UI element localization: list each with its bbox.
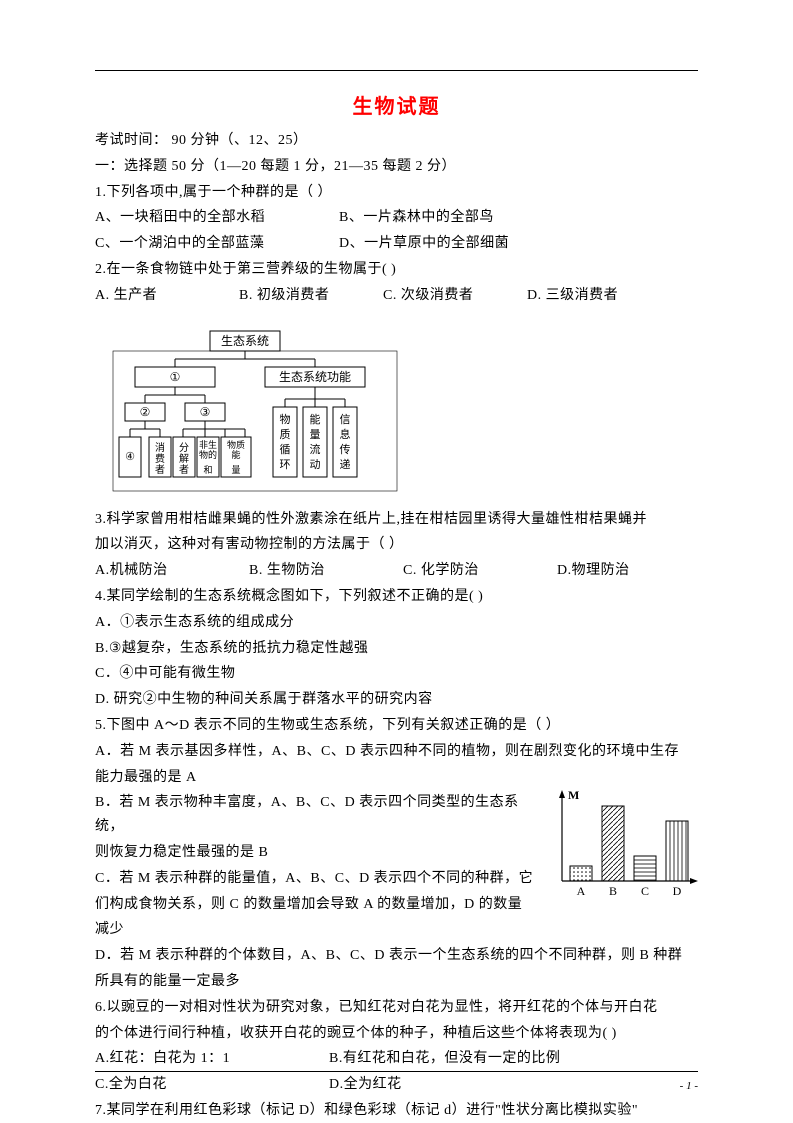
xlabel-D: D [673, 884, 682, 898]
svg-text:量: 量 [231, 465, 240, 475]
q2-optD: D. 三级消费者 [527, 288, 618, 303]
q1-optA: A、一块稻田中的全部水稻 [95, 206, 335, 230]
xlabel-C: C [641, 884, 649, 898]
q7-stem: 7.某同学在利用红色彩球（标记 D）和绿色彩球（标记 d）进行"性状分离比模拟实… [95, 1099, 698, 1123]
q3-optC: C. 化学防治 [403, 559, 553, 583]
q1-optB: B、一片森林中的全部鸟 [339, 210, 494, 225]
q3-optD: D.物理防治 [557, 563, 630, 578]
bar-chart-svg: M A B C D [548, 786, 698, 901]
q5-optD1: D．若 M 表示种群的个体数目，A、B、C、D 表示一个生态系统的四个不同种群，… [95, 944, 698, 968]
q2-opts: A. 生产者 B. 初级消费者 C. 次级消费者 D. 三级消费者 [95, 284, 698, 308]
svg-text:解: 解 [179, 452, 189, 465]
q1-row2: C、一个湖泊中的全部蓝藻 D、一片草原中的全部细菌 [95, 232, 698, 256]
q1-row1: A、一块稻田中的全部水稻 B、一片森林中的全部鸟 [95, 206, 698, 230]
q1-optD: D、一片草原中的全部细菌 [339, 236, 509, 251]
svg-text:量: 量 [310, 428, 321, 441]
svg-text:者: 者 [179, 464, 189, 476]
svg-text:质: 质 [280, 428, 291, 441]
svg-text:信: 信 [340, 413, 351, 426]
page-number: - 1 - [680, 1080, 698, 1092]
svg-text:递: 递 [340, 457, 351, 471]
q4-optA: A．①表示生态系统的组成成分 [95, 611, 698, 635]
q6-optA: A.红花：白花为 1：1 [95, 1047, 325, 1071]
q6-row2: C.全为白花 D.全为红花 [95, 1073, 698, 1097]
node-circle4: ④ [125, 451, 135, 463]
svg-text:物: 物 [280, 412, 291, 426]
node-circle1: ① [170, 370, 181, 384]
q3-opts: A.机械防治 B. 生物防治 C. 化学防治 D.物理防治 [95, 559, 698, 583]
svg-text:者: 者 [155, 464, 165, 476]
q6-line1: 6.以豌豆的一对相对性状为研究对象，已知红花对白花为显性，将开红花的个体与开白花 [95, 996, 698, 1020]
svg-text:非生: 非生 [199, 439, 217, 450]
concept-diagram: 生态系统 ① 生态系统功能 ② ③ ④ 消 [95, 318, 415, 498]
svg-text:物的: 物的 [199, 449, 217, 460]
q6-optB: B.有红花和白花，但没有一定的比例 [329, 1051, 560, 1066]
node-right: 生态系统功能 [279, 370, 351, 384]
svg-text:物质: 物质 [227, 439, 245, 450]
q5-optA1: A．若 M 表示基因多样性，A、B、C、D 表示四种不同的植物，则在剧烈变化的环… [95, 740, 698, 764]
q5-optD2: 所具有的能量一定最多 [95, 970, 698, 994]
bottom-rule [95, 1071, 698, 1072]
q3-line1: 3.科学家曾用柑桔雌果蝇的性外激素涂在纸片上,挂在柑桔园里诱得大量雄性柑桔果蝇并 [95, 508, 698, 532]
q4-optC: C．④中可能有微生物 [95, 662, 698, 686]
xlabel-B: B [609, 884, 617, 898]
svg-text:能: 能 [231, 449, 240, 460]
concept-diagram-svg: 生态系统 ① 生态系统功能 ② ③ ④ 消 [105, 323, 405, 498]
q2-optB: B. 初级消费者 [239, 284, 379, 308]
leaf-l0a: 消 [155, 441, 165, 454]
svg-text:环: 环 [280, 459, 291, 471]
q6-optC: C.全为白花 [95, 1073, 325, 1097]
bar-chart: M A B C D [548, 786, 698, 906]
xlabel-A: A [577, 884, 586, 898]
svg-text:传: 传 [340, 443, 351, 456]
q4-optD: D. 研究②中生物的种间关系属于群落水平的研究内容 [95, 688, 698, 712]
top-rule [95, 70, 698, 71]
section-heading: 一：选择题 50 分（1—20 每题 1 分，21—35 每题 2 分） [95, 155, 698, 179]
q2-optC: C. 次级消费者 [383, 284, 523, 308]
q3-optA: A.机械防治 [95, 559, 245, 583]
chart-ylabel: M [568, 788, 579, 802]
q2-optA: A. 生产者 [95, 284, 235, 308]
svg-text:费: 费 [155, 452, 165, 465]
svg-text:和: 和 [203, 465, 212, 475]
q1-optC: C、一个湖泊中的全部蓝藻 [95, 232, 335, 256]
q5-stem: 5.下图中 A～D 表示不同的生物或生态系统，下列有关叙述正确的是（ ） [95, 714, 698, 738]
svg-text:息: 息 [340, 427, 351, 441]
q1-stem: 1.下列各项中,属于一个种群的是（ ） [95, 181, 698, 205]
svg-text:流: 流 [310, 442, 321, 456]
node-circle2: ② [140, 405, 151, 419]
svg-text:动: 动 [310, 458, 321, 471]
svg-text:分: 分 [179, 442, 189, 454]
page-title: 生物试题 [95, 90, 698, 119]
q4-stem: 4.某同学绘制的生态系统概念图如下，下列叙述不正确的是( ) [95, 585, 698, 609]
exam-time: 考试时间： 90 分钟（、12、25） [95, 129, 698, 153]
svg-text:循: 循 [280, 443, 291, 456]
q5-optC3: 减少 [95, 918, 698, 942]
node-circle3: ③ [200, 405, 211, 419]
node-root: 生态系统 [221, 334, 269, 348]
q3-optB: B. 生物防治 [249, 559, 399, 583]
q6-optD: D.全为红花 [329, 1077, 402, 1092]
q6-line2: 的个体进行间行种植，收获开白花的豌豆个体的种子，种植后这些个体将表现为( ) [95, 1022, 698, 1046]
q4-optB: B.③越复杂，生态系统的抵抗力稳定性越强 [95, 637, 698, 661]
q3-line2: 加以消灭，这种对有害动物控制的方法属于（ ） [95, 533, 698, 557]
svg-text:能: 能 [310, 412, 321, 426]
q6-row1: A.红花：白花为 1：1 B.有红花和白花，但没有一定的比例 [95, 1047, 698, 1071]
q2-stem: 2.在一条食物链中处于第三营养级的生物属于( ) [95, 258, 698, 282]
